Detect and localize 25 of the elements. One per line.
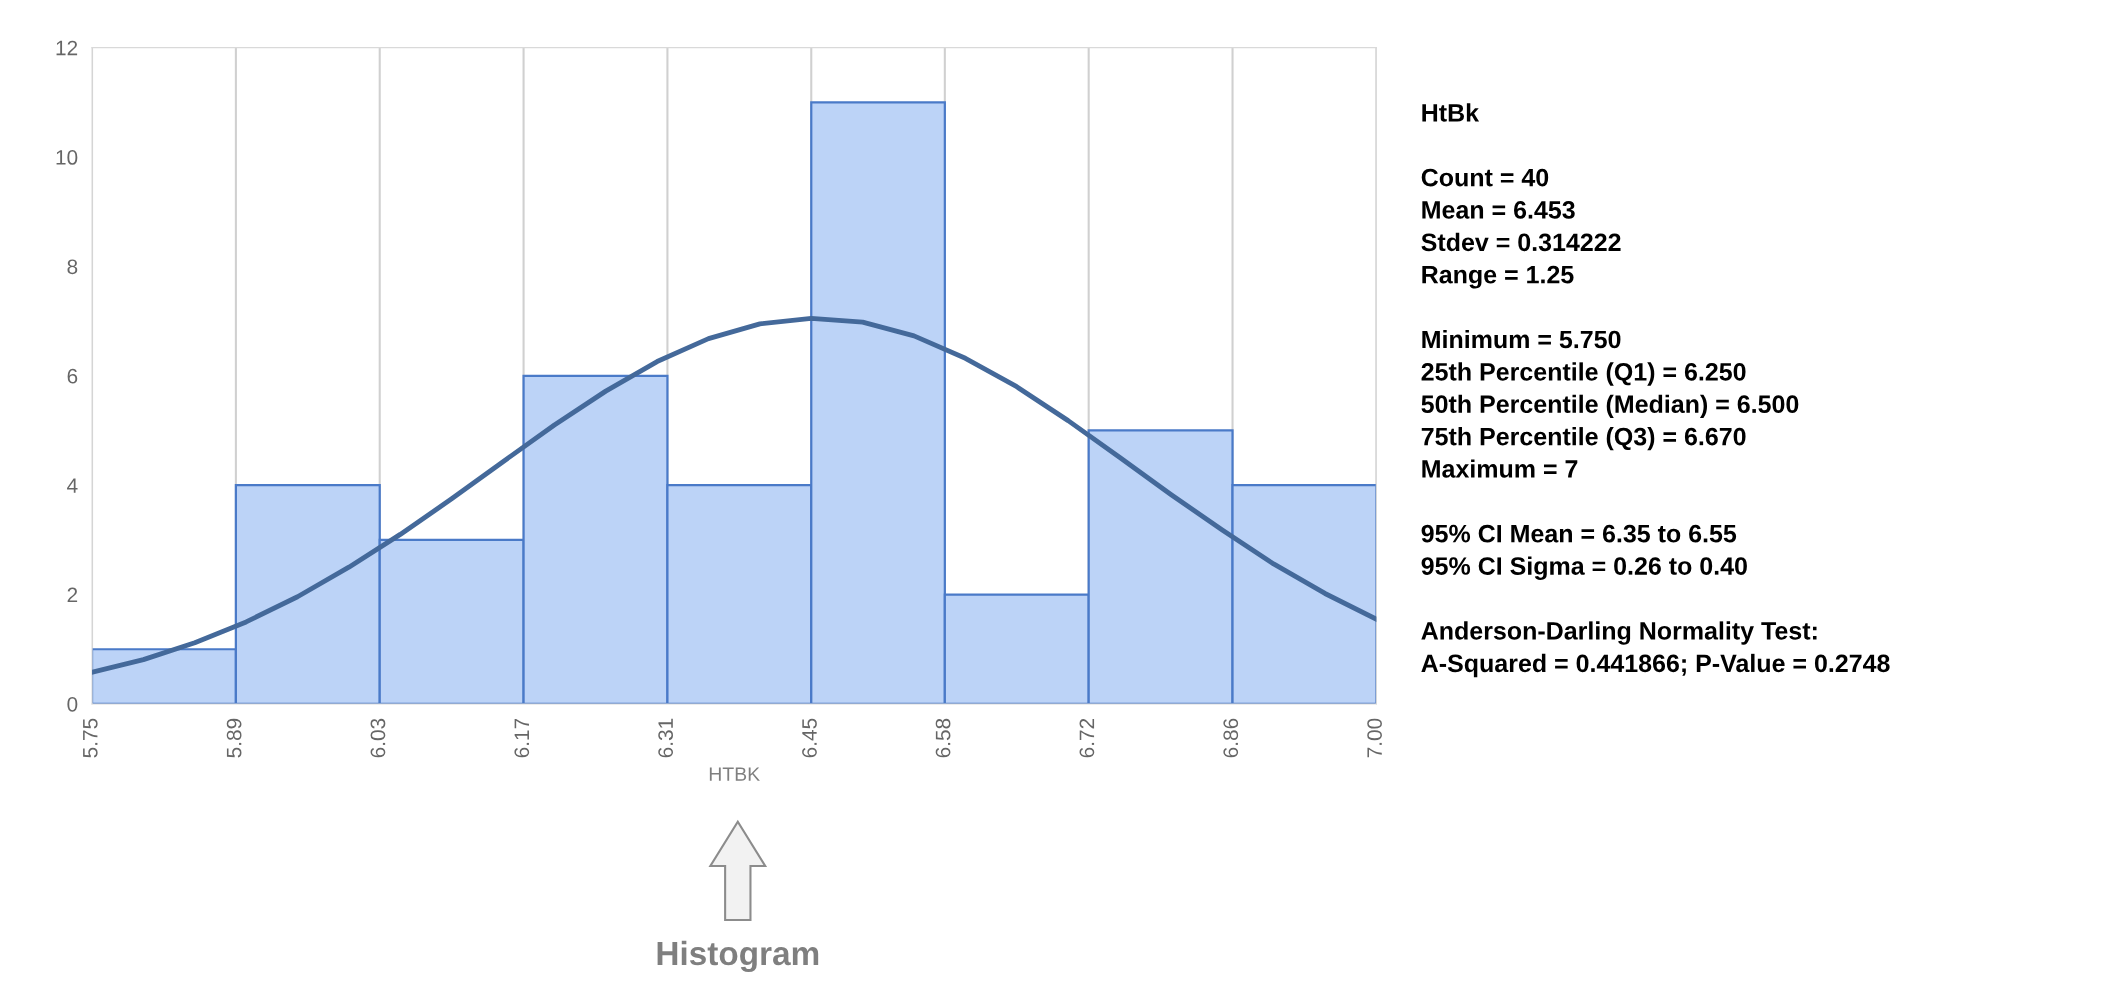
text: Minimum = 5.750 25th Percentile (Q1) = 6.250 50th Percentile (Median) = 6.500 75th Percentile (Q3) = 6.670 Maximum = 7	[1421, 329, 1799, 478]
text: Count = 40 Mean = 6.453 Stdev = 0.314222 Range = 1.25	[1421, 168, 1621, 289]
text: Anderson-Darling Normality Test: A-Squared = 0.441866; P-Value = 0.2748	[1421, 621, 1890, 678]
x-tick-label: 6.45	[802, 718, 817, 758]
x-tick-label: 7.00	[1367, 718, 1382, 758]
text: HtBk	[1422, 103, 1480, 122]
y-tick-label: 4	[67, 478, 78, 493]
line-series	[92, 315, 1377, 675]
text: 95% CI Mean = 6.35 to 6.55 95% CI Sigma = 0.26 to 0.40	[1421, 524, 1747, 580]
x-tick-label: 6.31	[658, 718, 674, 758]
y-tick-label: 6	[67, 368, 78, 384]
x-tick-label: 5.89	[226, 718, 242, 758]
y-tick-label: 2	[67, 587, 78, 603]
x-tick-label: 6.03	[370, 718, 386, 758]
x-tick-label: 6.17	[514, 718, 530, 758]
text: Histogram	[657, 940, 819, 973]
x-axis-title: HTBK	[709, 767, 760, 781]
y-tick-label: 8	[67, 259, 78, 275]
x-tick-label: 6.58	[935, 718, 951, 758]
y-tick-label: 10	[56, 150, 78, 165]
y-tick-label: 12	[56, 40, 78, 56]
x-tick-label: 5.75	[83, 718, 98, 758]
y-tick-label: 0	[67, 696, 78, 712]
x-tick-label: 6.72	[1079, 718, 1095, 758]
x-tick-label: 6.86	[1223, 718, 1239, 758]
